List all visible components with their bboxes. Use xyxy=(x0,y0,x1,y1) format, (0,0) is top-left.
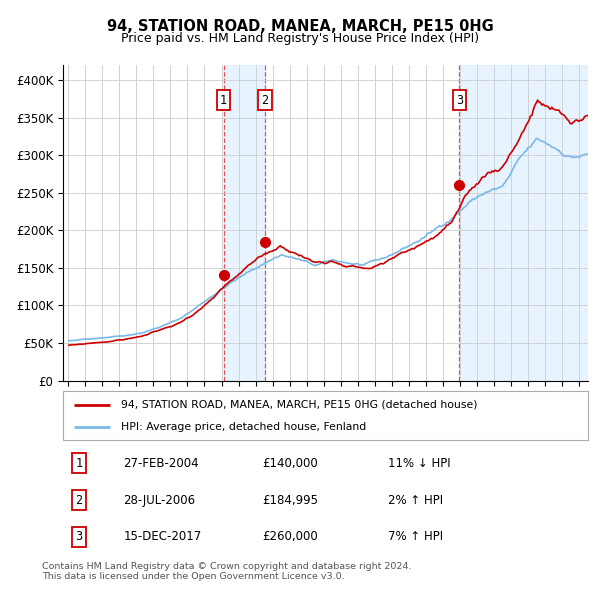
Text: £140,000: £140,000 xyxy=(263,457,318,470)
Text: 3: 3 xyxy=(75,530,82,543)
Text: 94, STATION ROAD, MANEA, MARCH, PE15 0HG (detached house): 94, STATION ROAD, MANEA, MARCH, PE15 0HG… xyxy=(121,399,477,409)
Text: 2: 2 xyxy=(75,493,82,507)
Text: Contains HM Land Registry data © Crown copyright and database right 2024.
This d: Contains HM Land Registry data © Crown c… xyxy=(42,562,412,581)
Text: 2% ↑ HPI: 2% ↑ HPI xyxy=(389,493,443,507)
Text: 94, STATION ROAD, MANEA, MARCH, PE15 0HG: 94, STATION ROAD, MANEA, MARCH, PE15 0HG xyxy=(107,19,493,34)
Bar xyxy=(224,65,265,381)
Bar xyxy=(460,65,588,381)
Text: 1: 1 xyxy=(75,457,82,470)
Text: £184,995: £184,995 xyxy=(263,493,319,507)
Text: 1: 1 xyxy=(220,94,227,107)
Text: 7% ↑ HPI: 7% ↑ HPI xyxy=(389,530,443,543)
Text: £260,000: £260,000 xyxy=(263,530,318,543)
Text: 27-FEB-2004: 27-FEB-2004 xyxy=(124,457,199,470)
Text: 28-JUL-2006: 28-JUL-2006 xyxy=(124,493,196,507)
Text: Price paid vs. HM Land Registry's House Price Index (HPI): Price paid vs. HM Land Registry's House … xyxy=(121,32,479,45)
Text: 11% ↓ HPI: 11% ↓ HPI xyxy=(389,457,451,470)
Text: 15-DEC-2017: 15-DEC-2017 xyxy=(124,530,202,543)
Text: 2: 2 xyxy=(262,94,269,107)
FancyBboxPatch shape xyxy=(63,391,588,440)
Text: HPI: Average price, detached house, Fenland: HPI: Average price, detached house, Fenl… xyxy=(121,422,366,432)
Text: 3: 3 xyxy=(456,94,463,107)
